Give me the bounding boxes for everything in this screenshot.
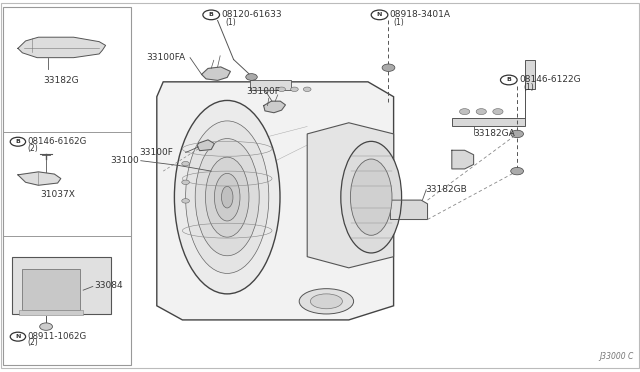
Ellipse shape: [186, 121, 269, 273]
Circle shape: [511, 167, 524, 175]
Text: N: N: [15, 334, 20, 339]
Circle shape: [246, 74, 257, 80]
Text: B: B: [15, 139, 20, 144]
Bar: [19, 310, 83, 315]
Circle shape: [303, 87, 311, 92]
Polygon shape: [452, 60, 535, 126]
Polygon shape: [18, 172, 61, 185]
Ellipse shape: [310, 294, 342, 309]
Text: N: N: [377, 12, 382, 17]
Text: (2): (2): [28, 144, 38, 153]
Text: 08918-3401A: 08918-3401A: [390, 10, 451, 19]
Polygon shape: [307, 123, 394, 268]
Polygon shape: [264, 101, 285, 113]
Circle shape: [278, 87, 285, 92]
Text: 33182G: 33182G: [43, 76, 79, 85]
Ellipse shape: [300, 289, 353, 314]
Ellipse shape: [195, 138, 259, 256]
Bar: [3, 7, 131, 365]
Text: 31037X: 31037X: [40, 190, 75, 199]
Ellipse shape: [205, 157, 249, 237]
Text: 08911-1062G: 08911-1062G: [28, 332, 87, 341]
Text: (2): (2): [28, 339, 38, 347]
Circle shape: [476, 109, 486, 115]
Circle shape: [203, 10, 220, 20]
Bar: [12, 257, 111, 314]
Ellipse shape: [221, 186, 233, 208]
Circle shape: [371, 10, 388, 20]
Text: 33182GA: 33182GA: [474, 129, 515, 138]
Text: J33000 C: J33000 C: [599, 352, 634, 361]
Text: 08120-61633: 08120-61633: [221, 10, 282, 19]
Text: 08146-6162G: 08146-6162G: [28, 137, 87, 146]
Circle shape: [10, 332, 26, 341]
Text: 08146-6122G: 08146-6122G: [519, 76, 580, 84]
Circle shape: [182, 161, 189, 166]
Text: 33100F: 33100F: [246, 87, 280, 96]
Text: 33084: 33084: [95, 281, 124, 290]
Text: 33100F: 33100F: [140, 148, 173, 157]
Circle shape: [10, 137, 26, 146]
Circle shape: [493, 109, 503, 115]
Text: B: B: [209, 12, 214, 17]
Text: (1): (1): [523, 83, 534, 92]
Bar: [22, 269, 80, 310]
Circle shape: [291, 87, 298, 92]
Circle shape: [460, 109, 470, 115]
Circle shape: [511, 130, 524, 138]
Text: 33182GB: 33182GB: [425, 185, 467, 194]
Bar: [250, 80, 291, 90]
Circle shape: [40, 323, 52, 330]
Polygon shape: [390, 200, 428, 219]
Polygon shape: [452, 150, 474, 169]
Circle shape: [182, 199, 189, 203]
Polygon shape: [18, 37, 106, 58]
Text: (1): (1): [394, 18, 404, 27]
Circle shape: [500, 75, 517, 85]
Ellipse shape: [340, 141, 402, 253]
Ellipse shape: [214, 173, 240, 221]
Ellipse shape: [351, 159, 392, 235]
Polygon shape: [197, 140, 214, 151]
Ellipse shape: [174, 100, 280, 294]
Text: 33100: 33100: [111, 156, 140, 165]
Text: 33100FA: 33100FA: [146, 53, 185, 62]
Circle shape: [182, 180, 189, 185]
Text: B: B: [506, 77, 511, 83]
Circle shape: [382, 64, 395, 71]
Polygon shape: [202, 67, 230, 80]
Polygon shape: [157, 82, 394, 320]
Text: (1): (1): [225, 18, 236, 27]
